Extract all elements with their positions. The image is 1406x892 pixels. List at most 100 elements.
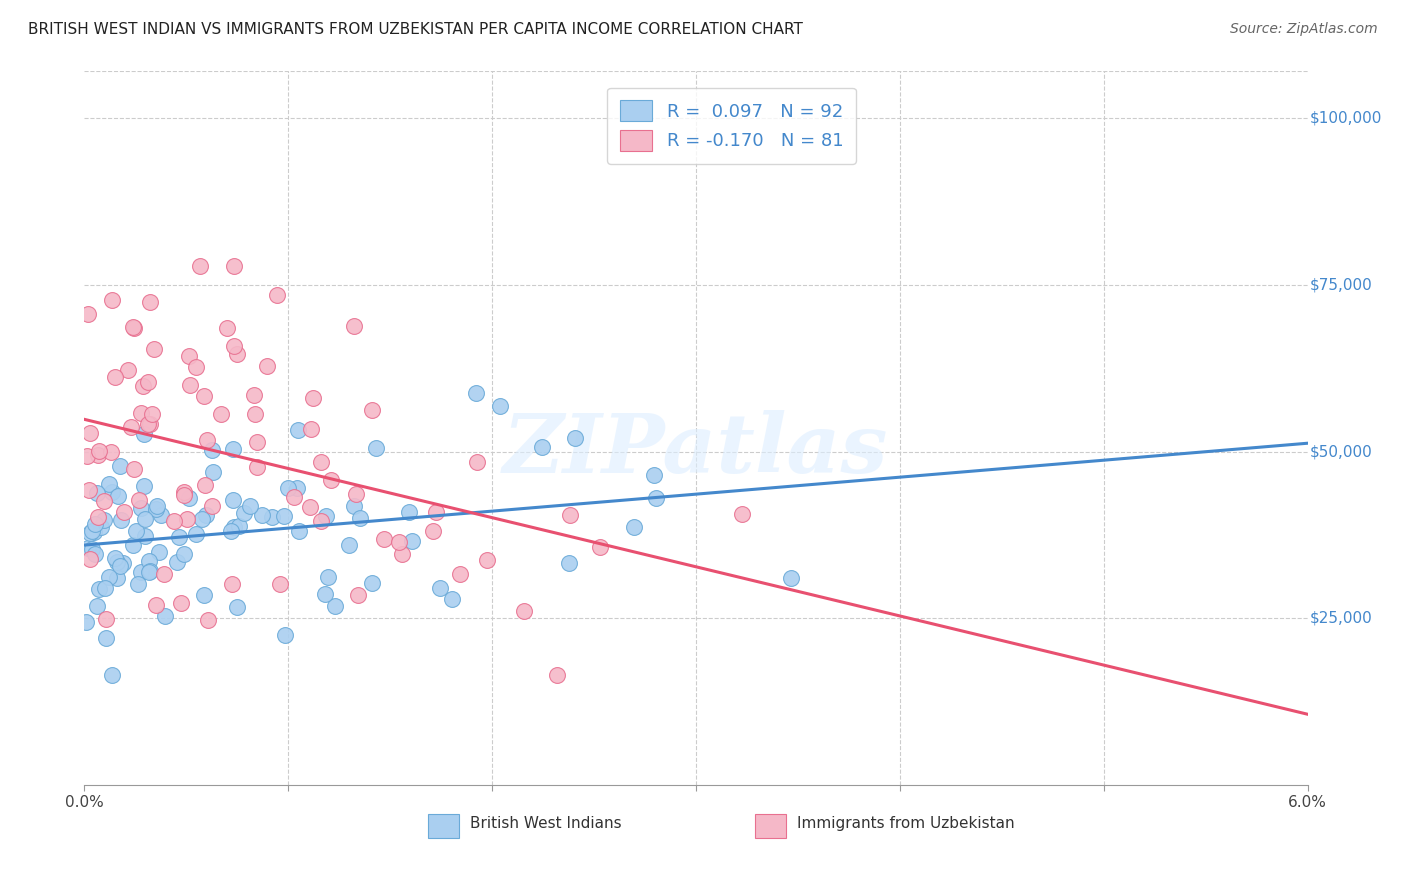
Point [122,538,145,552]
Point [98,570,121,584]
Point [177,491,200,506]
Point [219,524,242,539]
Point [343,318,366,333]
Point [145,500,167,514]
Text: ZIPatlas: ZIPatlas [503,409,889,490]
Point [136,417,159,431]
Point [129,407,152,421]
Point [166,555,188,569]
Point [315,509,337,524]
Point [139,564,162,578]
Point [194,477,217,491]
Point [141,408,163,422]
Point [422,524,444,539]
Point [450,567,472,582]
Point [184,360,207,375]
Text: $50,000: $50,000 [1310,444,1372,459]
Point [193,389,215,403]
Point [101,668,124,682]
Point [86,599,108,614]
Point [87,448,110,462]
Point [201,443,224,458]
Point [273,509,295,524]
Point [94,631,117,645]
Point [274,628,297,642]
Point [623,519,645,533]
Point [84,516,107,531]
Point [87,443,110,458]
Point [153,609,176,624]
Point [250,508,273,522]
Point [589,541,612,555]
Point [139,417,162,431]
Point [97,477,120,491]
Point [269,577,291,591]
Point [93,513,115,527]
Point [643,468,665,483]
Point [373,532,395,546]
Point [86,486,108,500]
Text: $75,000: $75,000 [1310,277,1372,293]
Point [224,339,246,353]
Point [475,553,498,567]
Point [136,375,159,389]
Point [117,362,139,376]
Point [134,529,156,543]
Point [122,462,145,476]
Point [344,487,367,501]
Point [93,494,115,508]
Point [209,407,232,421]
Point [105,572,128,586]
Point [222,442,245,456]
Point [191,512,214,526]
Point [321,473,343,487]
Point [176,511,198,525]
Point [129,565,152,579]
Text: British West Indians: British West Indians [470,816,621,830]
Point [163,514,186,528]
Point [316,570,339,584]
Point [388,535,411,549]
Point [398,505,420,519]
Point [145,598,167,612]
Point [101,485,124,500]
Point [309,514,332,528]
Point [558,508,581,523]
Point [82,541,104,556]
Point [94,612,117,626]
Point [530,440,553,454]
Point [222,260,245,274]
Point [110,458,132,473]
Point [121,319,143,334]
Point [197,613,219,627]
Point [76,541,98,556]
Text: BRITISH WEST INDIAN VS IMMIGRANTS FROM UZBEKISTAN PER CAPITA INCOME CORRELATION : BRITISH WEST INDIAN VS IMMIGRANTS FROM U… [28,22,803,37]
Point [780,571,803,585]
Point [145,502,167,516]
Point [401,534,423,549]
Point [465,455,488,469]
Point [221,576,243,591]
Point [129,500,152,515]
Point [195,434,218,448]
Point [224,519,246,533]
Point [190,259,212,273]
Point [266,287,288,301]
Point [287,423,309,437]
Point [76,450,98,464]
Point [361,576,384,591]
Point [299,500,322,515]
Point [343,499,366,513]
Point [314,587,336,601]
Point [112,505,135,519]
Point [243,388,266,402]
Point [77,483,100,497]
Point [347,588,370,602]
Point [90,520,112,534]
Point [225,599,247,614]
Point [79,425,101,440]
Point [89,582,111,596]
Point [132,379,155,393]
Point [179,377,201,392]
Point [644,491,666,506]
